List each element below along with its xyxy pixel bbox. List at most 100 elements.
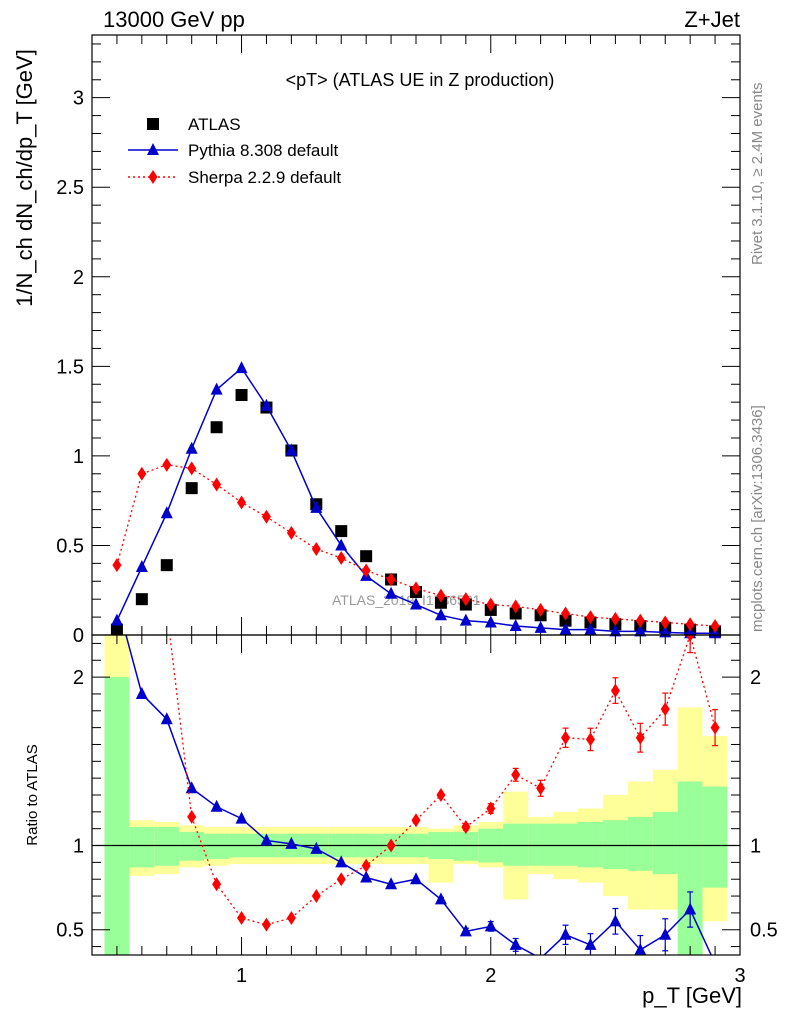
pythia-ratio-point — [260, 833, 273, 846]
sherpa-ratio-point — [461, 820, 471, 834]
sherpa-point — [536, 602, 546, 617]
sherpa-ratio-point — [486, 801, 496, 816]
atlas-point — [559, 614, 572, 627]
sherpa-point — [660, 615, 670, 630]
pythia-point — [659, 625, 672, 638]
ratio-green-band — [553, 823, 578, 866]
mcplots-label: mcplots.cern.ch [arXiv:1306.3436] — [749, 405, 766, 632]
sherpa-ratio-point — [635, 730, 645, 745]
sherpa-point — [311, 542, 321, 557]
sherpa-ratio-point — [386, 838, 396, 853]
sherpa-ratio-point — [361, 858, 371, 873]
ratio-ytick-label-right: 2 — [750, 667, 761, 689]
pythia-point — [210, 382, 223, 395]
sherpa-point — [237, 495, 247, 510]
ratio-green-band — [578, 821, 603, 868]
ratio-green-band — [503, 823, 529, 866]
sherpa-ratio-point — [187, 809, 197, 824]
atlas-point — [160, 559, 173, 572]
pythia-ratio-point — [684, 902, 697, 915]
ratio-green-band — [528, 823, 554, 866]
sherpa-ratio-point — [336, 872, 346, 887]
pythia-point — [509, 619, 522, 632]
pythia-ratio-point — [609, 914, 622, 927]
sherpa-ratio-point — [311, 889, 321, 904]
ratio-bands — [104, 635, 728, 955]
atlas-point — [434, 596, 447, 609]
sherpa-ratio-point — [436, 788, 446, 802]
atlas-point — [135, 593, 148, 606]
pythia-point — [534, 620, 547, 633]
ratio-xtick-label: 1 — [236, 965, 247, 987]
ratio-green-band — [602, 820, 628, 870]
pythia-ratio-point — [410, 872, 422, 885]
sherpa-point — [286, 525, 296, 540]
pythia-point — [459, 613, 472, 626]
pythia-ratio-point — [335, 855, 348, 868]
atlas-point — [335, 525, 348, 538]
pythia-ratio-point — [559, 927, 572, 940]
ratio-ytick-label: 0.5 — [56, 920, 84, 942]
ratio-green-band — [453, 832, 479, 861]
rivet-label: Rivet 3.1.10, ≥ 2.4M events — [749, 83, 766, 266]
sherpa-point — [685, 617, 695, 632]
ratio-green-band — [204, 833, 230, 859]
ratio-frame-border — [91, 634, 741, 956]
sherpa-ratio-point — [511, 767, 521, 782]
sherpa-ratio-point — [536, 781, 546, 796]
sherpa-point — [361, 563, 371, 578]
sherpa-point — [486, 597, 496, 612]
sherpa-ratio-point — [585, 732, 595, 747]
pythia-point — [385, 586, 398, 599]
sherpa-ratio-point — [237, 910, 247, 925]
sherpa-point — [561, 606, 571, 621]
sherpa-point — [261, 509, 271, 524]
sherpa-point — [610, 611, 620, 626]
legend-label: Pythia 8.308 default — [188, 141, 339, 160]
pythia-ratio-point — [310, 841, 323, 854]
pythia-ratio-point — [360, 870, 373, 883]
pythia-ratio-point — [484, 919, 497, 932]
main-ylabel: 1/N_ch dN_ch/dp_T [GeV] — [12, 49, 37, 307]
sherpa-point — [436, 588, 446, 603]
ratio-ytick-label-right: 0.5 — [750, 920, 778, 942]
atlas-point — [509, 607, 522, 620]
pythia-point — [335, 538, 348, 551]
main-title: <pT> (ATLAS UE in Z production) — [286, 70, 555, 90]
pythia-ratio-point — [459, 924, 472, 937]
pythia-point — [484, 615, 497, 628]
pythia-ratio-point — [235, 811, 248, 824]
sherpa-ratio-point — [411, 813, 421, 828]
sherpa-point — [187, 461, 197, 476]
atlas-point — [360, 550, 373, 563]
sherpa-point — [635, 613, 645, 628]
pythia-ratio-point — [135, 686, 148, 699]
header-left: 13000 GeV pp — [103, 7, 245, 32]
header-right: Z+Jet — [684, 7, 740, 32]
pythia-ratio-point — [434, 892, 447, 905]
pythia-point — [160, 506, 173, 519]
sherpa-ratio-point — [610, 683, 620, 698]
ratio-series-group — [125, 635, 720, 955]
pythia-point — [584, 622, 597, 635]
sherpa-ratio-point — [561, 730, 571, 745]
main-marks — [110, 361, 722, 639]
pythia-point — [285, 443, 298, 456]
sherpa-point — [162, 457, 172, 472]
ratio-green-band — [627, 816, 653, 871]
ratio-ytick-label: 1 — [73, 836, 84, 858]
ratio-ytick-label: 2 — [73, 667, 84, 689]
sherpa-ratio-point — [286, 910, 296, 925]
ratio-green-band — [104, 677, 130, 955]
pythia-ratio-point — [659, 927, 672, 940]
pythia-ratio-point — [385, 877, 398, 890]
pythia-point — [559, 622, 572, 635]
pythia-point — [634, 624, 647, 637]
atlas-point — [210, 421, 223, 434]
legend-marker — [147, 118, 159, 130]
ratio-panel: 0.5 0.5 1 1 2 2 1 2 3 — [56, 635, 778, 987]
sherpa-point — [710, 619, 720, 634]
ratio-green-band — [129, 827, 155, 868]
pythia-ratio-point — [285, 836, 298, 849]
